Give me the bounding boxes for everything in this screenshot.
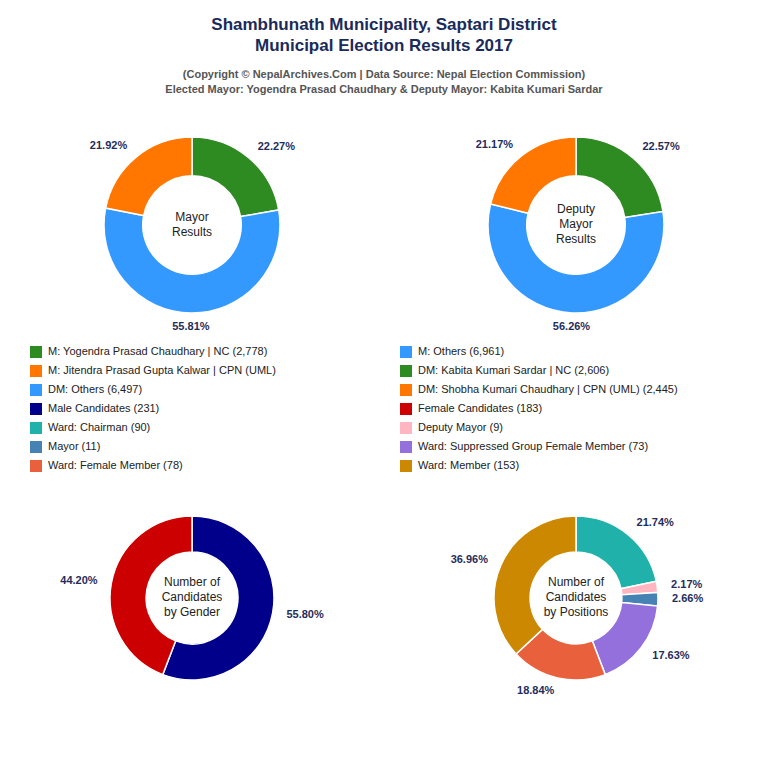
legend-swatch xyxy=(400,384,412,396)
center-label-line: by Gender xyxy=(164,605,220,619)
legend: M: Yogendra Prasad Chaudhary | NC (2,778… xyxy=(30,345,678,472)
subtitle-line: (Copyright © NepalArchives.Com | Data So… xyxy=(183,68,586,80)
legend-swatch xyxy=(30,365,42,377)
center-label: Number ofCandidatesby Gender xyxy=(162,575,223,619)
legend-swatch xyxy=(30,441,42,453)
data-label: 56.26% xyxy=(553,320,591,332)
center-label-line: Results xyxy=(556,232,596,246)
legend-label: M: Others (6,961) xyxy=(418,345,504,357)
data-label: 22.57% xyxy=(642,140,680,152)
legend-label: M: Jitendra Prasad Gupta Kalwar | CPN (U… xyxy=(48,364,276,376)
legend-swatch xyxy=(400,460,412,472)
data-label: 21.17% xyxy=(476,138,514,150)
legend-swatch xyxy=(400,441,412,453)
data-label: 2.17% xyxy=(671,578,702,590)
donut-slice xyxy=(488,204,664,313)
center-label-line: Number of xyxy=(548,575,605,589)
legend-label: Ward: Female Member (78) xyxy=(48,459,183,471)
legend-label: Ward: Suppressed Group Female Member (73… xyxy=(418,440,648,452)
center-label-line: Deputy xyxy=(557,202,595,216)
legend-label: M: Yogendra Prasad Chaudhary | NC (2,778… xyxy=(48,345,267,357)
donut-slice xyxy=(104,208,280,313)
data-label: 36.96% xyxy=(451,553,489,565)
center-label-line: Candidates xyxy=(162,590,223,604)
legend-swatch xyxy=(400,365,412,377)
donut-chart xyxy=(488,137,664,313)
data-label: 18.84% xyxy=(517,684,555,696)
legend-swatch xyxy=(30,403,42,415)
donut-chart xyxy=(104,137,280,313)
center-label: DeputyMayorResults xyxy=(556,202,596,246)
data-label: 21.74% xyxy=(637,516,675,528)
legend-swatch xyxy=(400,403,412,415)
title: Shambhunath Municipality, Saptari Distri… xyxy=(211,15,557,55)
legend-swatch xyxy=(30,384,42,396)
title-line: Municipal Election Results 2017 xyxy=(255,36,513,55)
center-label: MayorResults xyxy=(172,210,212,239)
legend-label: Female Candidates (183) xyxy=(418,402,542,414)
donut-chart xyxy=(494,516,658,680)
center-label-line: Results xyxy=(172,225,212,239)
chart-figure: Shambhunath Municipality, Saptari Distri… xyxy=(0,0,768,768)
background xyxy=(0,0,768,768)
center-label: Number ofCandidatesby Positions xyxy=(544,575,609,619)
subtitle-line: Elected Mayor: Yogendra Prasad Chaudhary… xyxy=(165,83,603,95)
legend-swatch xyxy=(30,346,42,358)
legend-swatch xyxy=(400,346,412,358)
center-label-line: by Positions xyxy=(544,605,609,619)
center-label-line: Mayor xyxy=(175,210,208,224)
data-label: 22.27% xyxy=(258,140,296,152)
center-label-line: Number of xyxy=(164,575,221,589)
donut-chart xyxy=(110,516,274,680)
legend-label: Male Candidates (231) xyxy=(48,402,159,414)
data-label: 44.20% xyxy=(60,574,98,586)
data-label: 55.80% xyxy=(286,608,324,620)
legend-label: Mayor (11) xyxy=(48,440,100,452)
legend-label: DM: Shobha Kumari Chaudhary | CPN (UML) … xyxy=(418,383,678,395)
center-label-line: Mayor xyxy=(559,217,592,231)
legend-swatch xyxy=(30,460,42,472)
data-label: 2.66% xyxy=(672,592,703,604)
data-label: 55.81% xyxy=(172,320,210,332)
legend-label: DM: Others (6,497) xyxy=(48,383,142,395)
legend-label: Ward: Chairman (90) xyxy=(48,421,150,433)
data-label: 17.63% xyxy=(652,649,690,661)
title-line: Shambhunath Municipality, Saptari Distri… xyxy=(211,15,557,34)
center-label-line: Candidates xyxy=(546,590,607,604)
data-label: 21.92% xyxy=(90,139,128,151)
legend-label: Ward: Member (153) xyxy=(418,459,519,471)
legend-swatch xyxy=(400,422,412,434)
legend-label: DM: Kabita Kumari Sardar | NC (2,606) xyxy=(418,364,609,376)
legend-label: Deputy Mayor (9) xyxy=(418,421,503,433)
legend-swatch xyxy=(30,422,42,434)
subtitle: (Copyright © NepalArchives.Com | Data So… xyxy=(165,68,603,95)
